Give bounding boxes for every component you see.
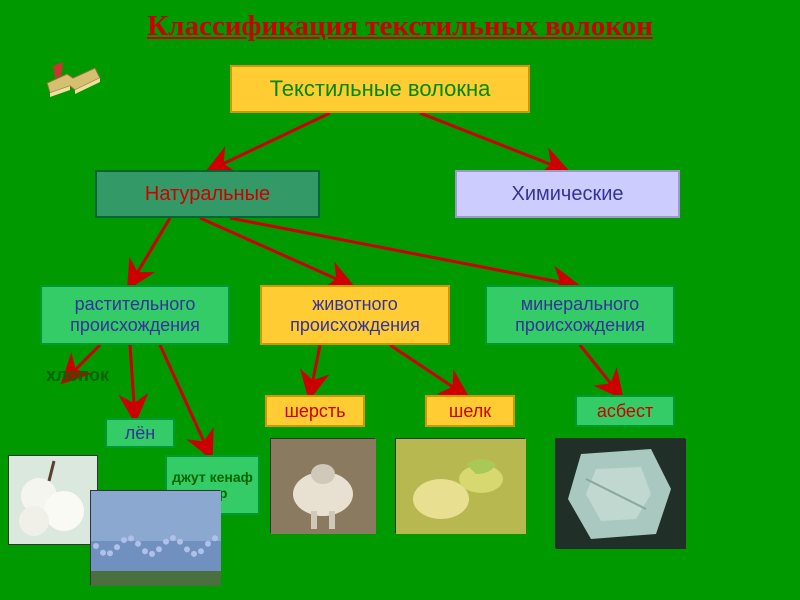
cotton-img-image xyxy=(8,455,98,545)
node-chemical: Химические xyxy=(455,170,680,218)
node-animal: животного происхождения xyxy=(260,285,450,345)
page-title: Классификация текстильных волокон xyxy=(0,0,800,43)
node-wool: шерсть xyxy=(265,395,365,427)
node-plant: растительного происхождения xyxy=(40,285,230,345)
node-silk: шелк xyxy=(425,395,515,427)
sheep-image xyxy=(270,438,375,533)
node-natural: Натуральные xyxy=(95,170,320,218)
node-mineral: минерального происхождения xyxy=(485,285,675,345)
node-flax: лён xyxy=(105,418,175,448)
node-cotton: хлопок xyxy=(40,350,115,400)
book-icon xyxy=(45,58,105,108)
node-asbestos: асбест xyxy=(575,395,675,427)
flax-field-image xyxy=(90,490,220,585)
silkworm-image xyxy=(395,438,525,533)
asbestos-rock-image xyxy=(555,438,685,548)
node-root: Текстильные волокна xyxy=(230,65,530,113)
